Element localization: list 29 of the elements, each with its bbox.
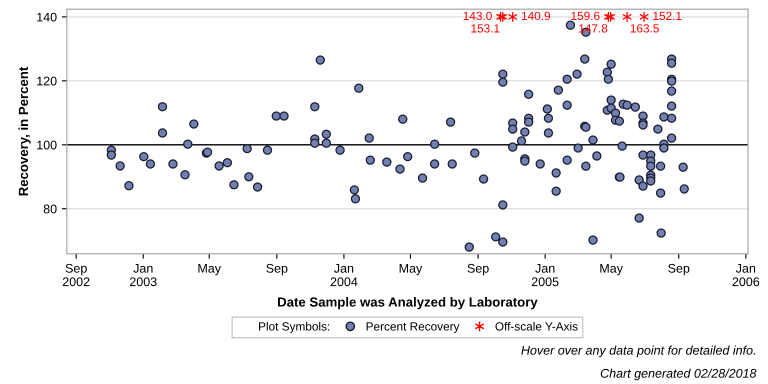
annotation: 153.1 <box>471 24 500 33</box>
text: Chart generated 02/28/2018 <box>600 368 756 380</box>
y-axis-title: Recovery, in Percent <box>18 66 31 196</box>
legend-title: Plot Symbols: <box>259 322 330 333</box>
x-tick-label: Sep <box>266 264 288 276</box>
annotation: 143.0 <box>464 12 492 20</box>
x-tick-label: Jan 2004 <box>330 264 358 286</box>
annotation: 147.8 <box>579 24 608 33</box>
legend-label: Percent Recovery <box>366 322 460 333</box>
x-tick-label: Sep 2002 <box>62 264 90 286</box>
y-tick-label: 80 <box>44 204 57 214</box>
y-tick-label: 140 <box>37 12 57 22</box>
x-tick-label: Jan 2005 <box>532 264 559 286</box>
x-tick-label: Sep <box>468 264 489 276</box>
annotation: 152.1 <box>653 12 682 20</box>
x-tick-label: May <box>400 264 422 276</box>
x-tick-label: May <box>600 264 623 276</box>
text: Hover over any data point for detailed info. <box>521 346 755 358</box>
annotation: 140.9 <box>522 12 550 20</box>
x-tick-label: Jan 2003 <box>130 264 157 286</box>
annotation: 163.5 <box>630 24 659 33</box>
legend-label: Off-scale Y-Axis <box>495 322 578 331</box>
annotation: 159.6 <box>571 12 600 20</box>
x-tick-label: May <box>198 264 221 276</box>
x-axis-title: Date Sample was Analyzed by Laboratory <box>278 296 538 310</box>
y-tick-label: 120 <box>37 76 57 86</box>
x-tick-label: Jan 2006 <box>732 264 760 286</box>
x-tick-label: Sep <box>668 264 690 276</box>
y-tick-label: 100 <box>37 140 57 150</box>
